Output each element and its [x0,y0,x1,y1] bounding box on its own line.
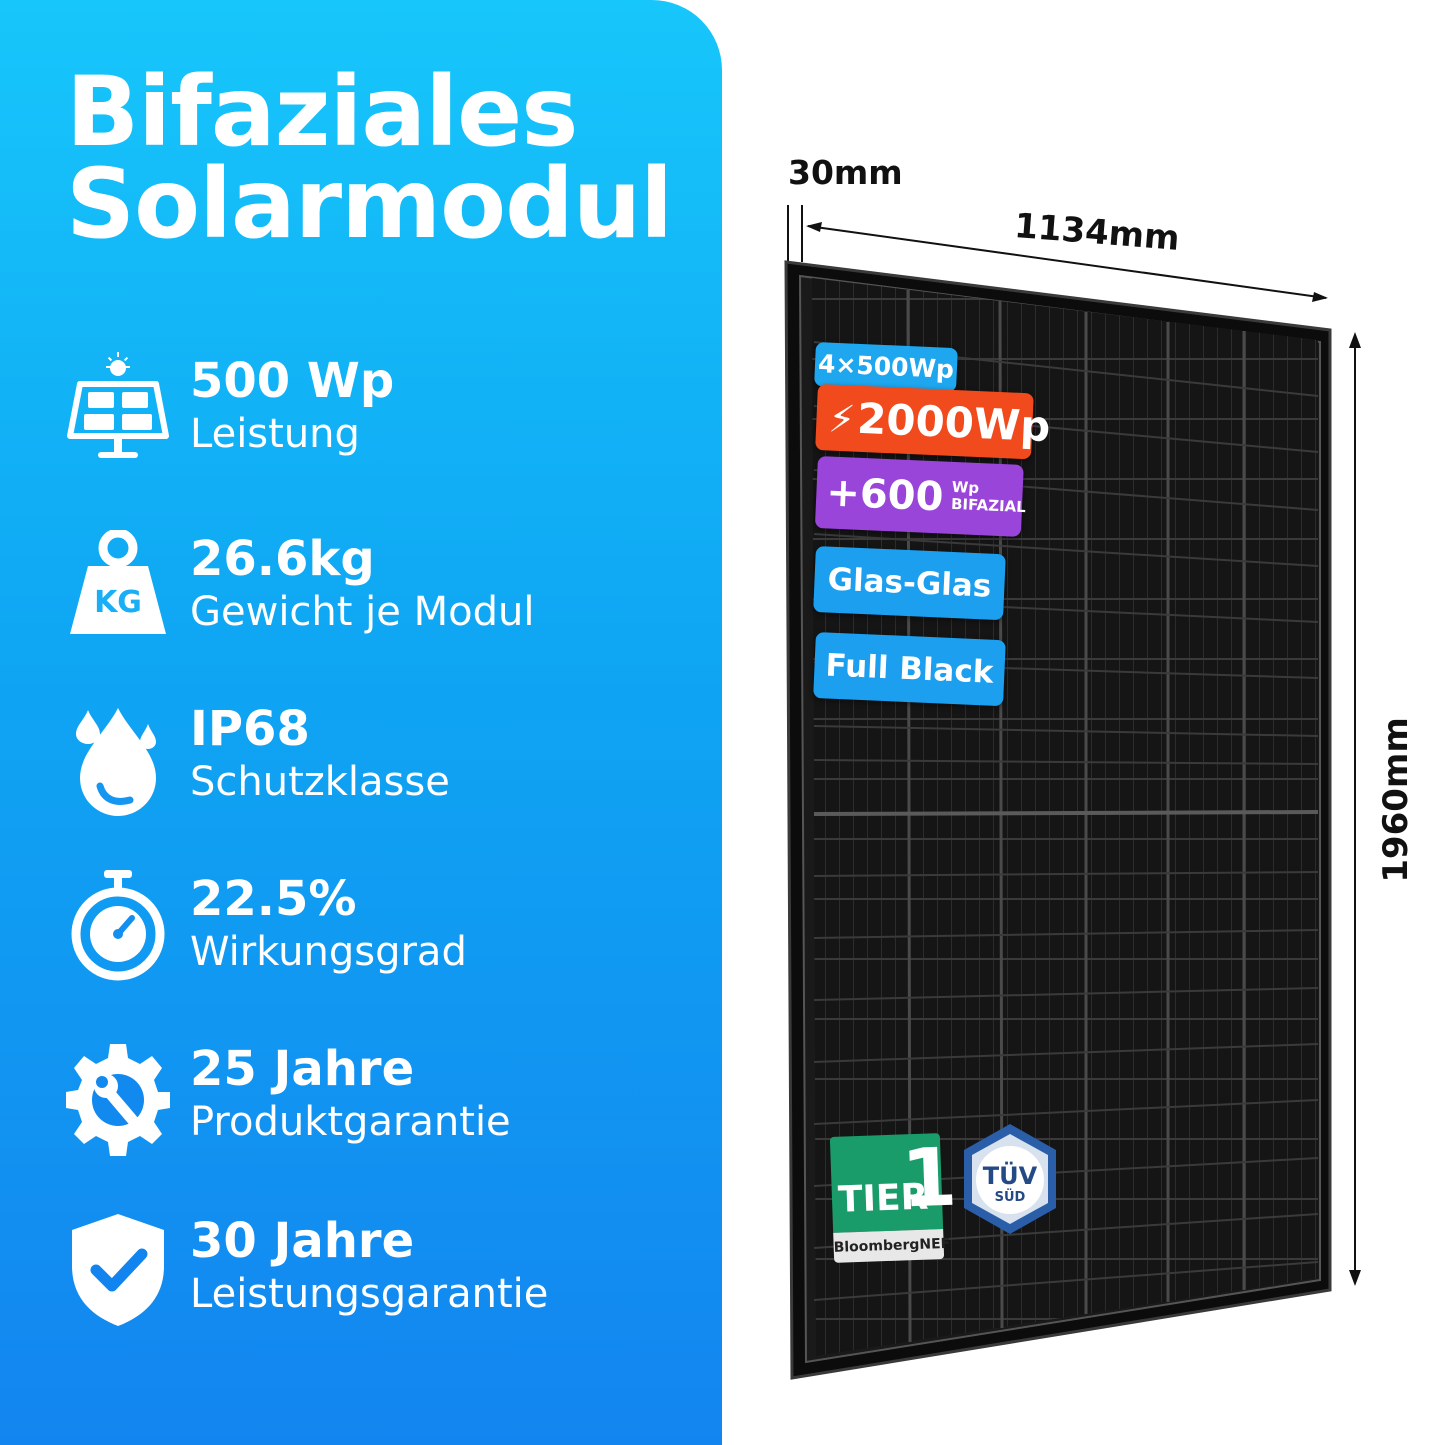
feature-weight-value: 26.6kg [190,531,375,587]
feature-performance-warranty: 30 Jahre Leistungsgarantie [66,1212,706,1342]
feature-protection-label: Schutzklasse [190,759,450,805]
weight-icon-text: KG [94,585,142,620]
badge-glass-glass: Glas-Glas [813,546,1006,621]
feature-power-value: 500 Wp [190,353,395,409]
solar-panel [784,260,1332,1380]
title-line-2: Solarmodul [66,148,673,260]
feature-efficiency-value: 22.5% [190,871,357,927]
badge-bifacial-value: +600 [825,469,945,521]
feature-performance-warranty-value: 30 Jahre [190,1213,415,1269]
badge-total-power: ⚡2000Wp [815,384,1051,460]
page-title: Bifaziales Solarmodul [66,56,673,260]
shield-check-icon [72,1214,164,1326]
solar-panel-icon [67,352,169,458]
feature-product-warranty-label: Produktgarantie [190,1099,511,1145]
gear-wrench-icon [66,1044,170,1156]
feature-product-warranty-value: 25 Jahre [190,1041,415,1097]
feature-performance-warranty-label: Leistungsgarantie [190,1271,549,1317]
badge-bifacial: +600 Wp BIFAZIAL [814,456,1027,537]
tier-source: BloombergNEF [833,1229,951,1263]
feature-efficiency-label: Wirkungsgrad [190,929,467,975]
weight-kg-icon: KG [70,530,166,634]
feature-power: 500 Wp Leistung [66,352,706,482]
title-line-1: Bifaziales [66,56,578,168]
tier-number: 1 [899,1130,959,1226]
feature-weight-label: Gewicht je Modul [190,589,535,635]
feature-product-warranty: 25 Jahre Produktgarantie [66,1040,706,1170]
tuv-seal [964,1124,1056,1234]
dimension-thickness: 30mm [788,153,903,192]
feature-protection-value: IP68 [190,701,310,757]
water-drop-icon [76,708,156,816]
badge-bifacial-label: BIFAZIAL [950,494,1027,517]
feature-efficiency: 22.5% Wirkungsgrad [66,870,706,1000]
feature-weight: KG 26.6kg Gewicht je Modul [66,530,706,660]
tuv-mark: TÜV [982,1162,1038,1190]
badge-total-power-text: 2000Wp [856,393,1052,452]
tier1-badge: TIER 1 BloombergNEF [829,1131,959,1263]
stopwatch-icon [71,870,165,981]
dimension-height-text: 1960mm [1376,717,1416,883]
lightning-bolt-icon: ⚡ [827,396,857,442]
dimension-height: 1960mm [1366,717,1426,883]
tuv-certification: TÜV SÜD [962,1126,1058,1234]
badge-full-black: Full Black [813,632,1006,707]
feature-protection: IP68 Schutzklasse [66,700,706,830]
tuv-sub: SÜD [994,1190,1026,1205]
dimension-lines [787,205,1361,1286]
feature-power-label: Leistung [190,411,360,457]
